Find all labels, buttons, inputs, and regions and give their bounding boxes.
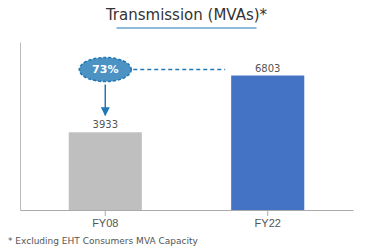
- arrow: [105, 85, 107, 116]
- data-label: 6803: [255, 63, 280, 74]
- chart: Transmission (MVAs)* FY08 FY22 3933 6803 73% *…: [0, 0, 373, 250]
- footnote: * Excluding EHT Consumers MVA Capacity: [8, 236, 198, 246]
- x-tick-mark: [267, 210, 268, 216]
- x-tick: FY08: [92, 210, 118, 229]
- x-tick-mark: [105, 210, 106, 216]
- x-axis-line: [21, 210, 354, 211]
- dashed-connector: [133, 69, 225, 71]
- x-tick-label: FY08: [92, 217, 118, 229]
- bar: [69, 132, 142, 210]
- y-axis-line: [20, 43, 21, 211]
- plot: FY08 FY22 3933 6803 73%: [21, 43, 354, 229]
- x-tick-label: FY22: [255, 217, 281, 229]
- annotation-text: 73%: [92, 63, 118, 76]
- y-axis: [20, 43, 21, 211]
- x-tick: FY22: [255, 210, 281, 229]
- bars: [69, 76, 305, 210]
- title-underline: [117, 28, 257, 29]
- title: Transmission (MVAs)*: [105, 6, 268, 24]
- bar: [231, 76, 304, 210]
- annotation-badge: [79, 58, 131, 82]
- data-label: 3933: [93, 119, 118, 130]
- x-axis: FY08 FY22: [21, 210, 354, 229]
- annotation: 73%: [79, 58, 225, 116]
